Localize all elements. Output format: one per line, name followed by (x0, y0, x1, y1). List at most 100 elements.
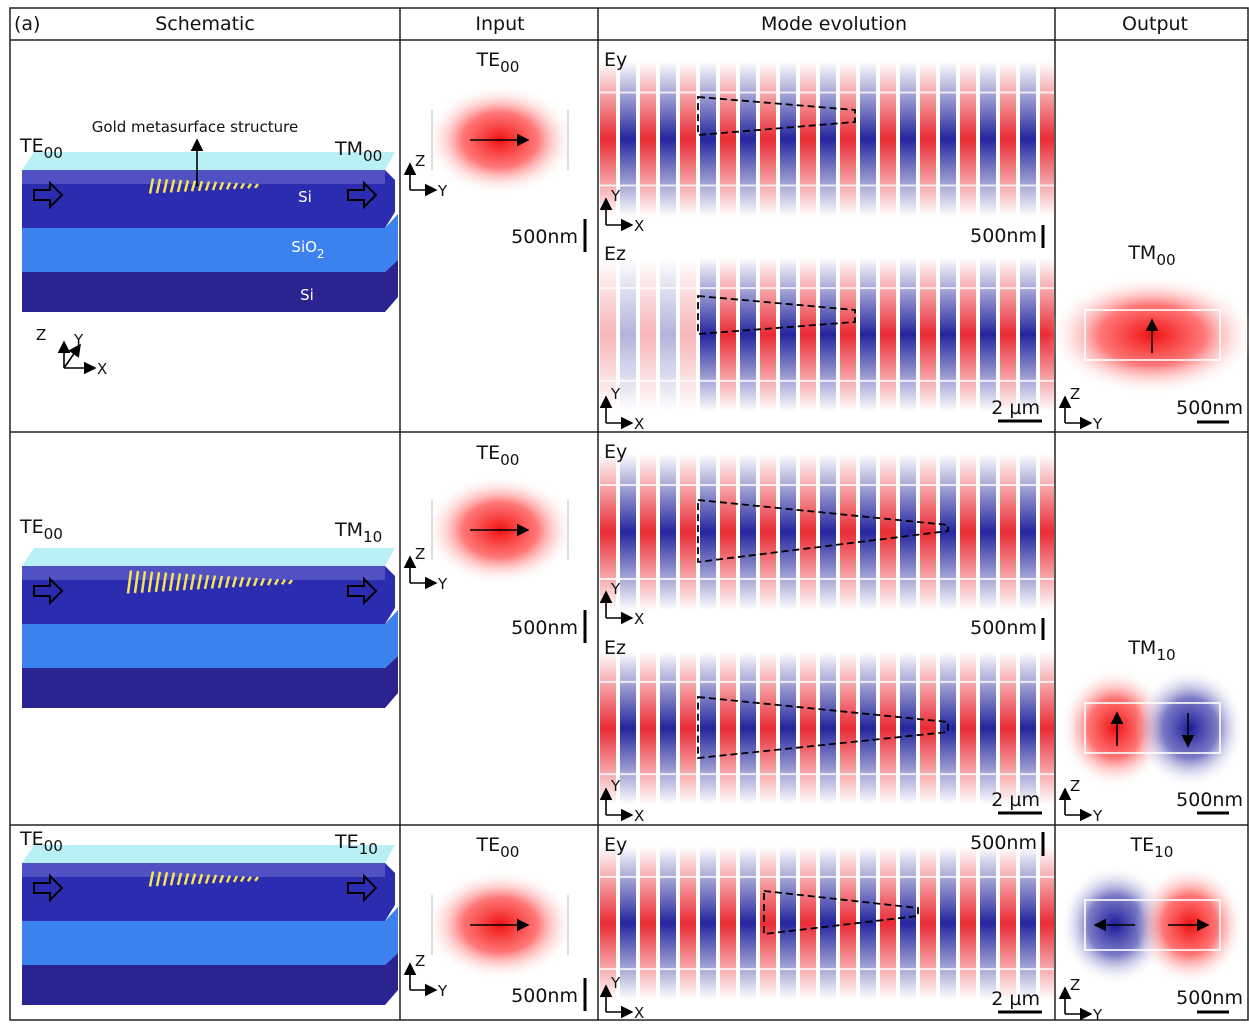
field-stripe (860, 257, 876, 411)
field-stripe (760, 257, 776, 411)
axis-label: Z (1070, 976, 1080, 994)
schematic-input-mode-base: TE (19, 828, 44, 850)
field-stripe (660, 454, 676, 611)
field-stripe (640, 651, 656, 805)
scale-label: 500nm (511, 985, 578, 1007)
schematic-input-mode: TE00 (19, 516, 63, 543)
column-header: Schematic (155, 13, 255, 35)
field-stripe (800, 257, 816, 411)
field-stripe (700, 651, 716, 805)
field-stripe (940, 454, 956, 611)
field-stripe (820, 61, 836, 216)
scale-label: 2 µm (991, 397, 1040, 419)
input-mode: TE00 (476, 442, 520, 469)
schematic-input-mode-base: TE (19, 516, 44, 538)
field-stripe (880, 257, 896, 411)
schematic-output-mode-base: TE (334, 831, 359, 853)
axis-label: X (634, 415, 644, 433)
field-stripe (1000, 454, 1016, 611)
field-stripe (920, 651, 936, 805)
field-stripe (880, 846, 896, 1000)
field-stripe (980, 454, 996, 611)
cladding-side (22, 863, 385, 877)
field-stripe (780, 61, 796, 216)
axis-label: Y (437, 182, 448, 200)
field-stripe (620, 651, 636, 805)
field-stripe (960, 257, 976, 411)
schematic-output-mode-sub: 00 (363, 147, 382, 165)
field-stripe (740, 651, 756, 805)
field-stripe (640, 846, 656, 1000)
figure: (a)SchematicInputMode evolutionOutputTE0… (0, 0, 1249, 1021)
axis-label: Z (415, 545, 425, 563)
output-mode: TM00 (1127, 242, 1175, 269)
field-stripe (860, 61, 876, 216)
field-stripe (660, 846, 676, 1000)
field-stripe (680, 257, 696, 411)
layer-label-base: Si (298, 188, 312, 206)
field-stripe (900, 846, 916, 1000)
field-map (599, 454, 1056, 611)
axis-label: X (634, 807, 644, 825)
scale-label: 500nm (1176, 397, 1243, 419)
field-stripe (900, 651, 916, 805)
axis-label: Z (36, 326, 46, 344)
scale-label: 500nm (970, 617, 1037, 639)
axis-label: X (97, 360, 107, 378)
field-stripe (840, 651, 856, 805)
field-stripe (1040, 454, 1056, 611)
field-stripe (620, 257, 636, 411)
field-stripe (800, 651, 816, 805)
axis-label: Z (1070, 385, 1080, 403)
field-stripe (660, 257, 676, 411)
axis-label: Y (610, 385, 621, 403)
axis-label: X (634, 217, 644, 235)
schematic-output-mode: TM10 (334, 519, 382, 546)
axis-label: Y (610, 580, 621, 598)
scale-label: 2 µm (991, 789, 1040, 811)
annotation: Gold metasurface structure (92, 118, 298, 136)
field-stripe (920, 846, 936, 1000)
field-map (599, 61, 1056, 216)
field-stripe (740, 846, 756, 1000)
cladding (22, 548, 395, 566)
field-stripe (740, 257, 756, 411)
field-stripe (880, 651, 896, 805)
axis-label: Y (437, 575, 448, 593)
input-mode-sub: 00 (500, 58, 519, 76)
field-stripe (880, 454, 896, 611)
field-stripe (840, 257, 856, 411)
input-mode: TE00 (476, 49, 520, 76)
field-stripe (980, 846, 996, 1000)
field-stripe (760, 846, 776, 1000)
field-stripe (640, 61, 656, 216)
field-stripe (960, 846, 976, 1000)
field-stripe (1000, 846, 1016, 1000)
cladding-side (22, 566, 385, 580)
field-stripe (940, 257, 956, 411)
field-label: Ez (604, 637, 626, 659)
field-stripe (900, 61, 916, 216)
field-stripe (780, 257, 796, 411)
field-stripe (1020, 846, 1036, 1000)
field-stripe (720, 651, 736, 805)
field-stripe (1000, 257, 1016, 411)
column-header: Output (1122, 13, 1188, 35)
field-stripe (740, 454, 756, 611)
field-stripe (1040, 846, 1056, 1000)
scale-label: 500nm (511, 617, 578, 639)
field-stripe (640, 454, 656, 611)
output-field (1047, 275, 1249, 395)
cladding-side (22, 170, 385, 184)
field-stripe (860, 846, 876, 1000)
axis-label: Y (610, 187, 621, 205)
field-stripe (1020, 257, 1036, 411)
scale-label: 500nm (1176, 789, 1243, 811)
field-stripe (700, 454, 716, 611)
output-mode-base: TM (1127, 637, 1156, 659)
field-stripe (980, 651, 996, 805)
field-stripe (820, 454, 836, 611)
output-mode: TE10 (1130, 834, 1174, 861)
axis-label: Z (415, 152, 425, 170)
input-mode-base: TE (476, 834, 501, 856)
